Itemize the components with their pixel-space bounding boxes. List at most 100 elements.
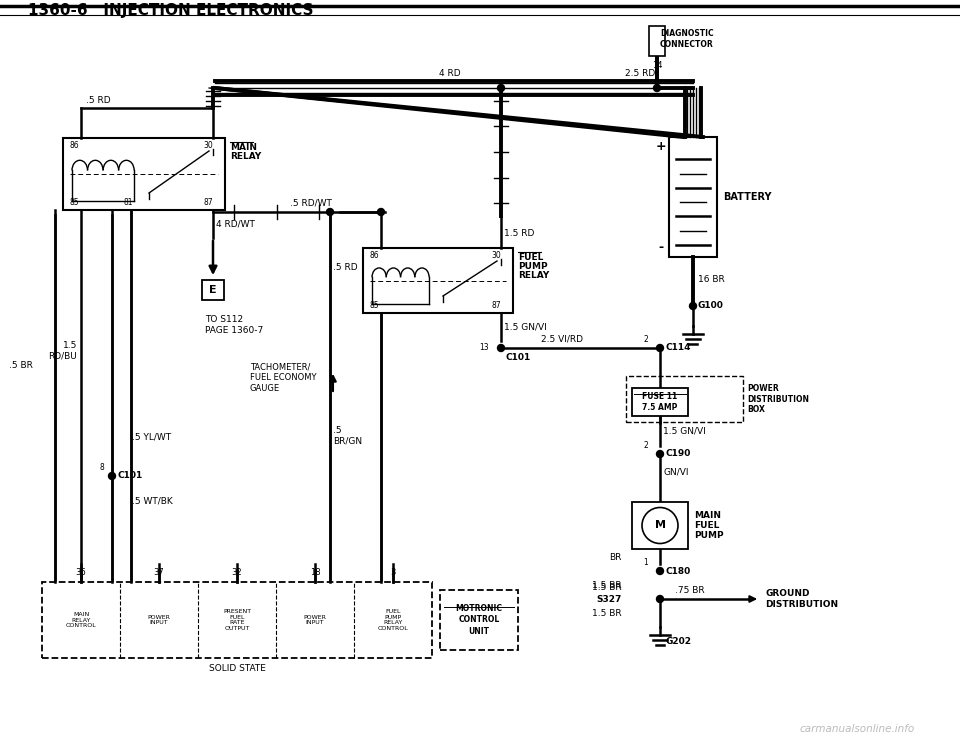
Text: 1360-6   INJECTION ELECTRONICS: 1360-6 INJECTION ELECTRONICS bbox=[28, 2, 314, 17]
Text: E: E bbox=[209, 285, 217, 295]
Text: 87: 87 bbox=[491, 301, 500, 310]
Text: C101: C101 bbox=[117, 471, 142, 480]
Text: 30: 30 bbox=[491, 251, 501, 260]
Text: 2: 2 bbox=[643, 441, 648, 450]
Circle shape bbox=[657, 345, 663, 351]
Text: GN/VI: GN/VI bbox=[663, 468, 688, 477]
Text: 1.5 BR: 1.5 BR bbox=[592, 609, 622, 618]
Text: 86: 86 bbox=[369, 251, 378, 260]
Text: SOLID STATE: SOLID STATE bbox=[208, 664, 265, 673]
Text: C190: C190 bbox=[665, 450, 690, 459]
Text: POWER
INPUT: POWER INPUT bbox=[303, 615, 326, 625]
Text: 1: 1 bbox=[643, 558, 648, 567]
Text: 4 RD: 4 RD bbox=[439, 69, 461, 78]
Bar bbox=[370, 255, 506, 306]
Text: MAIN
RELAY
CONTROL: MAIN RELAY CONTROL bbox=[65, 612, 96, 628]
Text: G202: G202 bbox=[665, 636, 691, 645]
Text: 1.5 GN/VI: 1.5 GN/VI bbox=[504, 322, 547, 331]
Bar bbox=[673, 145, 713, 249]
Text: .5 RD: .5 RD bbox=[86, 96, 110, 105]
Bar bbox=[632, 388, 688, 416]
Text: POWER
DISTRIBUTION
BOX: POWER DISTRIBUTION BOX bbox=[747, 384, 809, 414]
Text: 1.5: 1.5 bbox=[62, 342, 77, 351]
Text: 3: 3 bbox=[391, 568, 396, 577]
Text: carmanualsonline.info: carmanualsonline.info bbox=[800, 724, 915, 734]
Text: .5
BR/GN: .5 BR/GN bbox=[333, 426, 362, 445]
Text: C180: C180 bbox=[665, 566, 690, 575]
Text: 13: 13 bbox=[479, 343, 489, 353]
Text: S327: S327 bbox=[596, 595, 622, 604]
Circle shape bbox=[654, 84, 660, 92]
Text: 87: 87 bbox=[203, 198, 212, 207]
Circle shape bbox=[657, 451, 663, 457]
Bar bbox=[63, 138, 225, 210]
Circle shape bbox=[689, 302, 697, 310]
Circle shape bbox=[108, 472, 115, 480]
Bar bbox=[42, 582, 432, 658]
Bar bbox=[70, 145, 218, 203]
Text: 16 BR: 16 BR bbox=[698, 275, 725, 284]
Text: .5 RD/WT: .5 RD/WT bbox=[290, 199, 332, 208]
Text: 32: 32 bbox=[231, 568, 242, 577]
Text: 86: 86 bbox=[69, 141, 79, 150]
Text: 1.5 BR: 1.5 BR bbox=[592, 581, 622, 591]
Text: FUEL ECONOMY: FUEL ECONOMY bbox=[250, 373, 317, 382]
Text: 1.5 BR: 1.5 BR bbox=[592, 583, 622, 592]
Text: PUMP: PUMP bbox=[518, 262, 547, 271]
Text: 4 RD/WT: 4 RD/WT bbox=[216, 219, 254, 228]
Circle shape bbox=[642, 507, 678, 544]
Bar bbox=[363, 248, 513, 313]
Text: RELAY: RELAY bbox=[230, 152, 261, 161]
Bar bbox=[669, 137, 717, 257]
Circle shape bbox=[326, 208, 333, 216]
Text: 1.5 GN/VI: 1.5 GN/VI bbox=[663, 427, 706, 436]
Text: C114: C114 bbox=[665, 343, 690, 353]
Bar bbox=[649, 26, 665, 56]
Text: .75 BR: .75 BR bbox=[675, 586, 705, 595]
Text: +: + bbox=[656, 140, 666, 154]
Text: 85: 85 bbox=[69, 198, 79, 207]
Bar bbox=[649, 26, 665, 56]
Text: FUEL: FUEL bbox=[518, 253, 543, 262]
Bar bbox=[42, 582, 432, 658]
Bar bbox=[63, 138, 225, 210]
Text: 14: 14 bbox=[652, 61, 662, 70]
Text: FUEL
PUMP
RELAY
CONTROL: FUEL PUMP RELAY CONTROL bbox=[377, 609, 408, 631]
Text: DIAGNOSTIC
CONNECTOR: DIAGNOSTIC CONNECTOR bbox=[660, 29, 713, 48]
Text: C101: C101 bbox=[506, 354, 531, 363]
Text: 37: 37 bbox=[154, 568, 164, 577]
Bar bbox=[202, 280, 224, 300]
Text: GAUGE: GAUGE bbox=[250, 384, 280, 393]
Text: TACHOMETER/: TACHOMETER/ bbox=[250, 362, 310, 371]
Bar bbox=[632, 388, 688, 416]
Circle shape bbox=[497, 345, 505, 351]
Text: .5 RD: .5 RD bbox=[333, 263, 358, 272]
Text: 81: 81 bbox=[123, 198, 132, 207]
Circle shape bbox=[657, 595, 663, 603]
Text: PRESENT
FUEL
RATE
OUTPUT: PRESENT FUEL RATE OUTPUT bbox=[223, 609, 252, 631]
Circle shape bbox=[497, 84, 505, 92]
Bar bbox=[363, 248, 513, 313]
Text: MAIN: MAIN bbox=[230, 143, 257, 152]
Text: 30: 30 bbox=[203, 141, 213, 150]
Text: 2: 2 bbox=[643, 335, 648, 344]
Text: PAGE 1360-7: PAGE 1360-7 bbox=[205, 326, 263, 335]
Text: 2.5 RD: 2.5 RD bbox=[625, 69, 655, 78]
Text: FUSE 11
7.5 AMP: FUSE 11 7.5 AMP bbox=[642, 392, 678, 412]
Text: MAIN
FUEL
PUMP: MAIN FUEL PUMP bbox=[694, 510, 724, 540]
Text: 2.5 VI/RD: 2.5 VI/RD bbox=[541, 335, 583, 344]
Text: 1.5 RD: 1.5 RD bbox=[504, 228, 535, 237]
Text: POWER
INPUT: POWER INPUT bbox=[148, 615, 171, 625]
Circle shape bbox=[377, 208, 385, 216]
Text: MOTRONIC
CONTROL
UNIT: MOTRONIC CONTROL UNIT bbox=[455, 604, 502, 636]
Bar bbox=[440, 590, 518, 650]
Text: 85: 85 bbox=[369, 301, 378, 310]
Text: TO S112: TO S112 bbox=[205, 315, 243, 324]
Text: BATTERY: BATTERY bbox=[723, 192, 772, 202]
Text: -: - bbox=[659, 240, 663, 254]
Text: M: M bbox=[655, 521, 665, 530]
Text: .5 WT/BK: .5 WT/BK bbox=[132, 497, 173, 506]
Circle shape bbox=[657, 568, 663, 574]
Text: GROUND
DISTRIBUTION: GROUND DISTRIBUTION bbox=[765, 589, 838, 609]
Text: .5 BR: .5 BR bbox=[10, 362, 33, 371]
